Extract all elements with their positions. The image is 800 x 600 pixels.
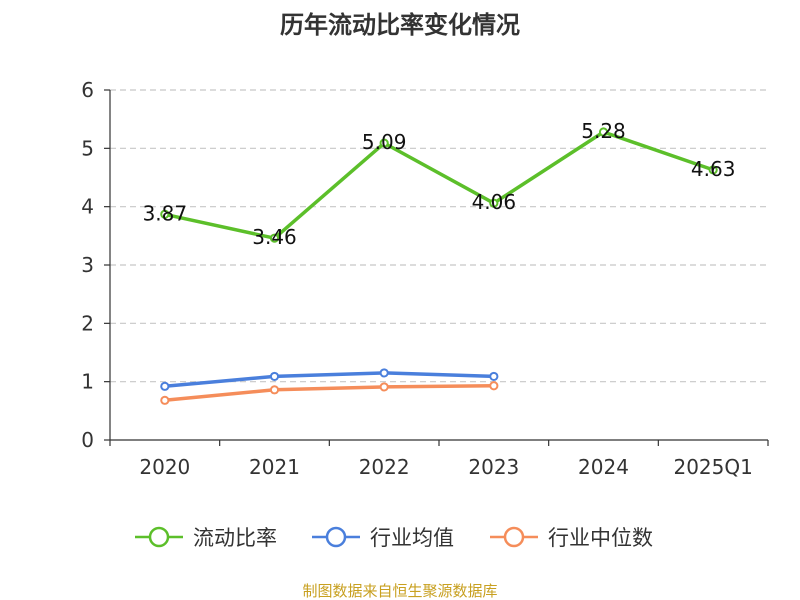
x-tick-label: 2023: [468, 455, 519, 479]
legend-label: 行业中位数: [548, 526, 653, 550]
legend-marker: [148, 526, 170, 548]
data-point: [160, 381, 170, 391]
grid-lines: [110, 89, 768, 383]
y-tick-label: 4: [81, 195, 94, 219]
data-point: [708, 165, 718, 175]
legend-label: 流动比率: [193, 526, 277, 550]
x-tick-label: 2021: [249, 455, 300, 479]
x-tick-label: 2022: [359, 455, 410, 479]
data-label: 4.63: [691, 157, 736, 181]
series-group: [160, 127, 718, 405]
y-tick-label: 1: [81, 370, 94, 394]
legend-marker: [503, 526, 525, 548]
series-line: [163, 371, 496, 389]
chart-title: 历年流动比率变化情况: [280, 11, 520, 39]
data-point: [160, 209, 170, 219]
data-label: 3.87: [143, 201, 188, 225]
data-point: [269, 233, 280, 243]
y-tick-label: 2: [81, 311, 94, 335]
data-label: 3.46: [252, 225, 297, 249]
data-point: [489, 198, 499, 208]
data-point: [379, 382, 389, 392]
legend-label: 行业均值: [370, 526, 454, 550]
x-tick-label: 2024: [578, 455, 629, 479]
data-point: [269, 371, 280, 382]
data-point: [379, 138, 389, 148]
data-point: [160, 395, 170, 405]
y-tick-label: 6: [81, 78, 94, 102]
series-line: [163, 384, 496, 403]
y-tick-label: 0: [81, 428, 94, 452]
data-point: [379, 368, 389, 378]
y-tick-label: 3: [81, 253, 94, 277]
y-tick-label: 5: [81, 136, 94, 160]
data-point: [489, 371, 499, 382]
data-label: 5.09: [362, 130, 407, 154]
series-line: [163, 130, 715, 240]
data-label: 4.06: [472, 190, 517, 214]
data-labels: 3.87 3.46 5.09 4.06 5.28 4.63: [143, 119, 736, 249]
legend-marker: [325, 526, 347, 548]
legend: 流动比率 行业均值 行业中位数: [135, 526, 653, 550]
source-note: 制图数据来自恒生聚源数据库: [302, 582, 497, 600]
x-tick-label: 2020: [139, 455, 190, 479]
axes: 0 1 2 3 4 5 6 2020 2021 2022 2023 2024 2025Q1: [81, 78, 769, 479]
data-point: [269, 385, 280, 395]
data-point: [489, 381, 499, 391]
data-point: [598, 127, 609, 137]
data-label: 5.28: [581, 119, 626, 143]
x-tick-label: 2025Q1: [673, 455, 752, 479]
